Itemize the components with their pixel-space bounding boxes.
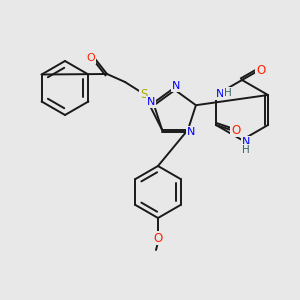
Text: S: S xyxy=(140,88,148,100)
Text: N: N xyxy=(147,97,155,107)
Text: N: N xyxy=(242,137,250,147)
Text: N: N xyxy=(216,89,224,99)
Text: O: O xyxy=(153,232,163,244)
Text: O: O xyxy=(87,53,95,63)
Text: N: N xyxy=(187,127,195,137)
Text: H: H xyxy=(242,145,250,155)
Text: H: H xyxy=(224,88,232,98)
Text: O: O xyxy=(231,124,241,136)
Text: O: O xyxy=(256,64,266,77)
Text: N: N xyxy=(172,81,180,91)
